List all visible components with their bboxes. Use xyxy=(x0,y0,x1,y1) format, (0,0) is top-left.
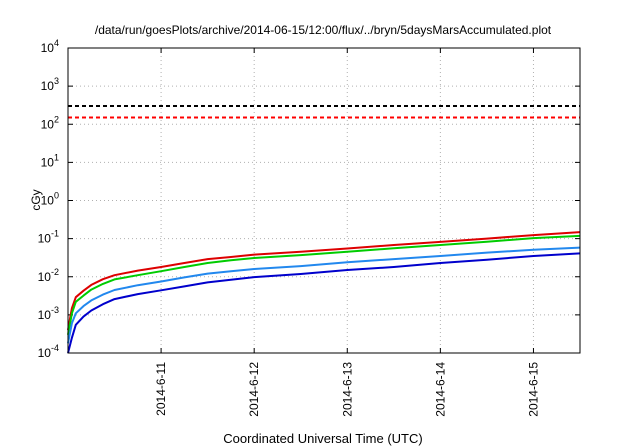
y-tick-exponent: 2 xyxy=(54,114,59,124)
series-lines xyxy=(67,231,581,354)
series-line xyxy=(67,252,581,354)
y-tick-base: 10 xyxy=(41,79,55,93)
x-axis-label: Coordinated Universal Time (UTC) xyxy=(223,431,422,446)
y-tick-base: 10 xyxy=(41,41,55,55)
x-axis: 2014-6-11 2014-6-12 2014-6-13 2014-6-14 2014… xyxy=(154,48,540,417)
y-tick-base: 10 xyxy=(38,270,52,284)
y-tick-base: 10 xyxy=(41,155,55,169)
series-line xyxy=(67,231,581,331)
y-tick-base: 10 xyxy=(38,232,52,246)
grid xyxy=(68,48,580,353)
x-tick-label: 2014-6-14 xyxy=(433,362,447,417)
y-tick-exponent: 3 xyxy=(54,76,59,86)
x-tick-label: 2014-6-12 xyxy=(247,362,261,417)
y-tick-label: 10-3 xyxy=(38,305,59,322)
series-line xyxy=(67,234,581,335)
y-tick-label: 101 xyxy=(41,152,59,169)
chart-title: /data/run/goesPlots/archive/2014-06-15/1… xyxy=(95,23,552,37)
y-tick-base: 10 xyxy=(41,194,55,208)
y-tick-exponent: -4 xyxy=(51,343,59,353)
y-tick-label: 10-2 xyxy=(38,267,59,284)
y-tick-base: 10 xyxy=(38,346,52,360)
y-tick-exponent: 4 xyxy=(54,38,59,48)
x-tick-label: 2014-6-15 xyxy=(526,362,540,417)
y-tick-label: 100 xyxy=(41,191,59,208)
y-tick-exponent: 0 xyxy=(54,191,59,201)
y-tick-exponent: -2 xyxy=(51,267,59,277)
reference-lines xyxy=(68,105,580,119)
plot-frame xyxy=(67,47,581,354)
y-tick-exponent: -1 xyxy=(51,229,59,239)
y-axis-label: cGy xyxy=(29,189,43,210)
x-tick-label: 2014-6-11 xyxy=(154,362,168,416)
y-tick-exponent: 1 xyxy=(54,152,59,162)
x-tick-label: 2014-6-13 xyxy=(340,362,354,417)
y-tick-exponent: -3 xyxy=(51,305,59,315)
y-tick-base: 10 xyxy=(38,308,52,322)
y-tick-label: 10-4 xyxy=(38,343,59,360)
y-tick-label: 102 xyxy=(41,114,59,131)
series-line xyxy=(67,246,581,344)
y-tick-label: 10-1 xyxy=(38,229,59,246)
y-tick-label: 103 xyxy=(41,76,59,93)
y-tick-base: 10 xyxy=(41,117,55,131)
y-tick-label: 104 xyxy=(41,38,59,55)
